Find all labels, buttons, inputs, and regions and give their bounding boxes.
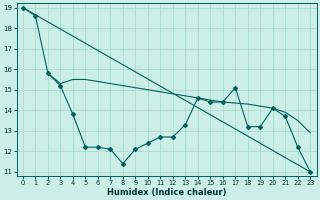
X-axis label: Humidex (Indice chaleur): Humidex (Indice chaleur) (107, 188, 226, 197)
